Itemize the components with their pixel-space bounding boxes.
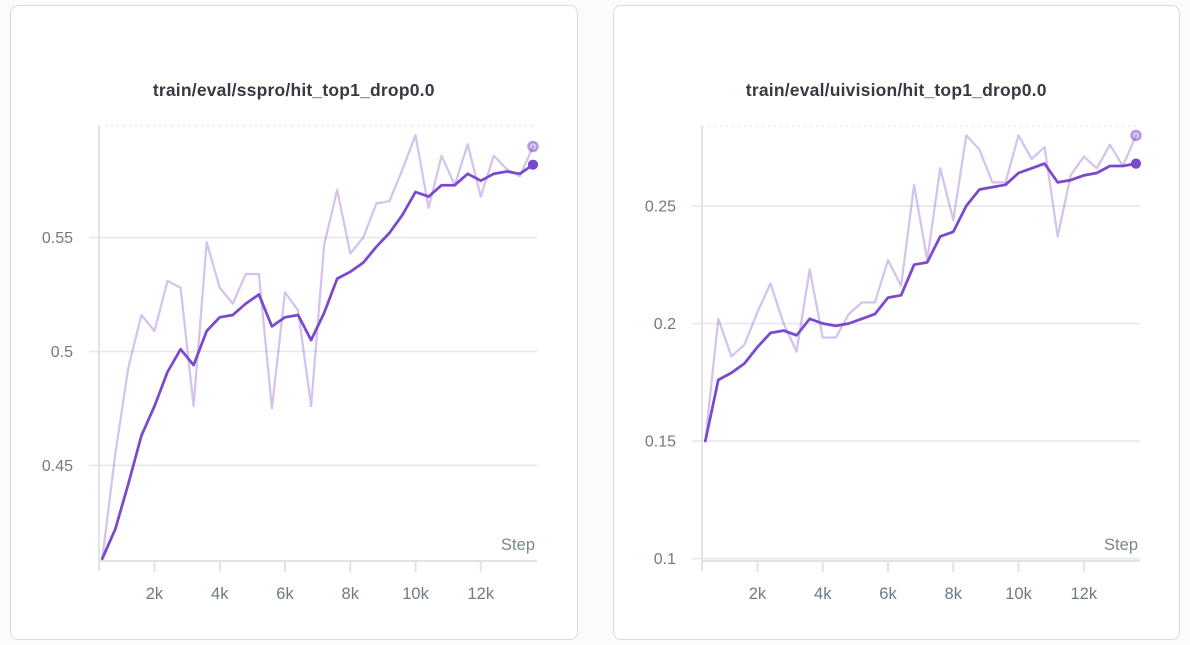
- y-tick-label: 0.45: [42, 458, 73, 475]
- series-endpoint-raw: [1129, 129, 1142, 142]
- y-tick-label: 0.1: [653, 551, 675, 568]
- x-axis-title: Step: [501, 536, 535, 554]
- panel-uivision-hit-top1[interactable]: train/eval/uivision/hit_top1_drop0.0 0.1…: [612, 5, 1180, 640]
- series-endpoint-raw: [527, 140, 539, 153]
- series-line-smoothed: [100, 163, 535, 561]
- series-line-raw: [703, 134, 1137, 443]
- y-tick-label: 0.5: [51, 344, 73, 361]
- chart-canvas-uivision[interactable]: 0.1 0.15 0.2 0.25 2k 4k 6k 8k 10k 12k Step: [614, 6, 1180, 639]
- y-tick-label: 0.15: [644, 434, 675, 451]
- series-endpoint-smoothed: [527, 159, 539, 170]
- x-tick-label: 10k: [1005, 585, 1032, 603]
- x-tick-label: 4k: [814, 585, 832, 603]
- y-tick-label: 0.25: [644, 198, 675, 215]
- series-line-raw: [101, 133, 535, 560]
- x-tick-label: 12k: [1070, 585, 1097, 603]
- x-tick-label: 4k: [211, 585, 229, 603]
- x-axis-title: Step: [1104, 536, 1138, 554]
- chart-canvas-sspro[interactable]: 0.45 0.5 0.55 2k 4k 6k 8k 10k 12k Step: [11, 6, 577, 639]
- y-tick-label: 0.55: [42, 230, 73, 247]
- x-tick-label: 6k: [879, 585, 897, 603]
- series-line-smoothed: [703, 162, 1137, 443]
- series-endpoint-smoothed: [1130, 158, 1141, 169]
- x-tick-label: 8k: [342, 585, 360, 603]
- x-tick-label: 2k: [146, 585, 164, 603]
- panel-sspro-hit-top1[interactable]: train/eval/sspro/hit_top1_drop0.0 0.45 0.…: [10, 5, 578, 640]
- x-tick-label: 6k: [276, 585, 294, 603]
- x-tick-label: 8k: [944, 585, 962, 603]
- y-tick-label: 0.2: [653, 316, 675, 333]
- x-tick-label: 12k: [467, 585, 494, 603]
- chart-title: train/eval/uivision/hit_top1_drop0.0: [745, 80, 1047, 100]
- x-tick-label: 2k: [748, 585, 766, 603]
- chart-title: train/eval/sspro/hit_top1_drop0.0: [152, 80, 435, 100]
- x-tick-label: 10k: [402, 585, 429, 603]
